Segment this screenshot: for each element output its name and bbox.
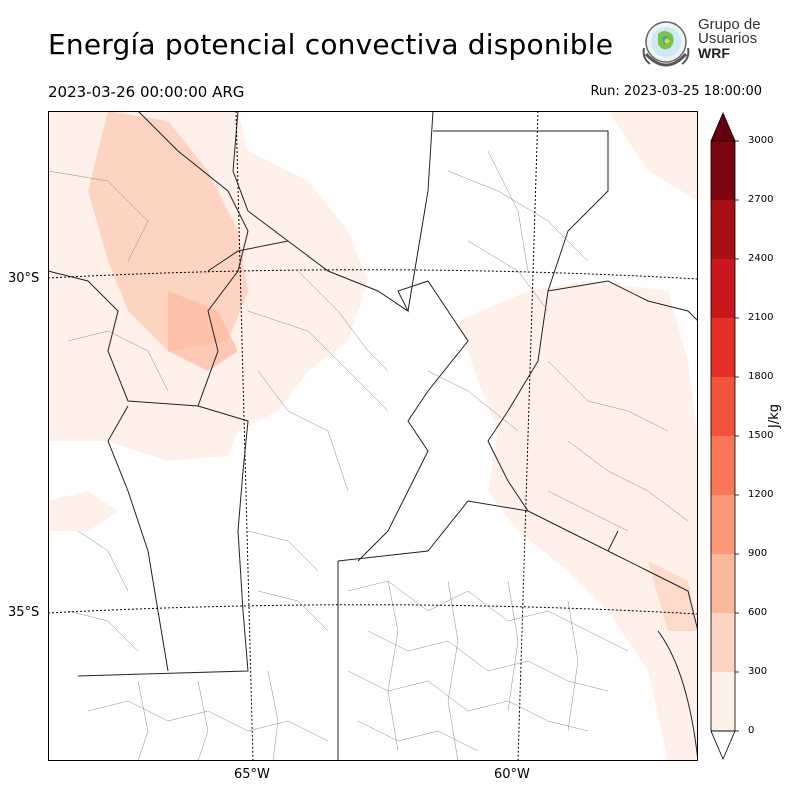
cape-field [48,111,698,761]
colorbar-over-arrow [710,111,736,142]
colorbar-tick-label: 3000 [748,135,774,146]
colorbar-tick-label: 1200 [748,489,774,500]
colorbar-segment [711,141,735,200]
map-canvas [47,110,699,762]
cape-map [47,110,699,762]
colorbar-segment [711,436,735,495]
colorbar [700,108,800,768]
lat-label-30s: 30°S [8,271,40,286]
colorbar-segment [711,672,735,731]
colorbar-scale [710,111,739,761]
colorbar-tick-label: 600 [748,607,768,618]
colorbar-tick-label: 300 [748,666,768,677]
wrf-users-logo: Grupo de Usuarios WRF [636,14,786,74]
logo-line-3: WRF [698,45,730,61]
graticule [47,110,699,762]
colorbar-unit-label: J/kg [767,404,782,428]
colorbar-segment [711,554,735,613]
globe-emblem-icon [642,21,690,67]
logo-line-1: Grupo de [698,16,761,33]
colorbar-segment [711,377,735,436]
department-borders [47,150,689,762]
map-title: Energía potencial convectiva disponible [48,28,614,61]
lat-label-35s: 35°S [8,605,40,620]
colorbar-tick-label: 900 [748,548,768,559]
colorbar-tick-label: 2400 [748,253,774,264]
colorbar-segment [711,318,735,377]
province-borders [47,110,699,762]
valid-time: 2023-03-26 00:00:00 ARG [48,83,245,101]
run-time: Run: 2023-03-25 18:00:00 [590,84,762,99]
logo-line-2: Usuarios [698,30,758,47]
colorbar-tick-label: 2100 [748,312,774,323]
lon-label-65w: 65°W [234,767,270,782]
colorbar-segment [711,495,735,554]
colorbar-tick-label: 2700 [748,194,774,205]
colorbar-tick-label: 1500 [748,430,774,441]
colorbar-tick-label: 1800 [748,371,774,382]
colorbar-tick-label: 0 [748,725,755,736]
colorbar-segment [711,613,735,672]
lon-label-60w: 60°W [494,767,530,782]
colorbar-segment [711,259,735,318]
colorbar-segment [711,200,735,259]
colorbar-under-arrow [710,730,736,761]
